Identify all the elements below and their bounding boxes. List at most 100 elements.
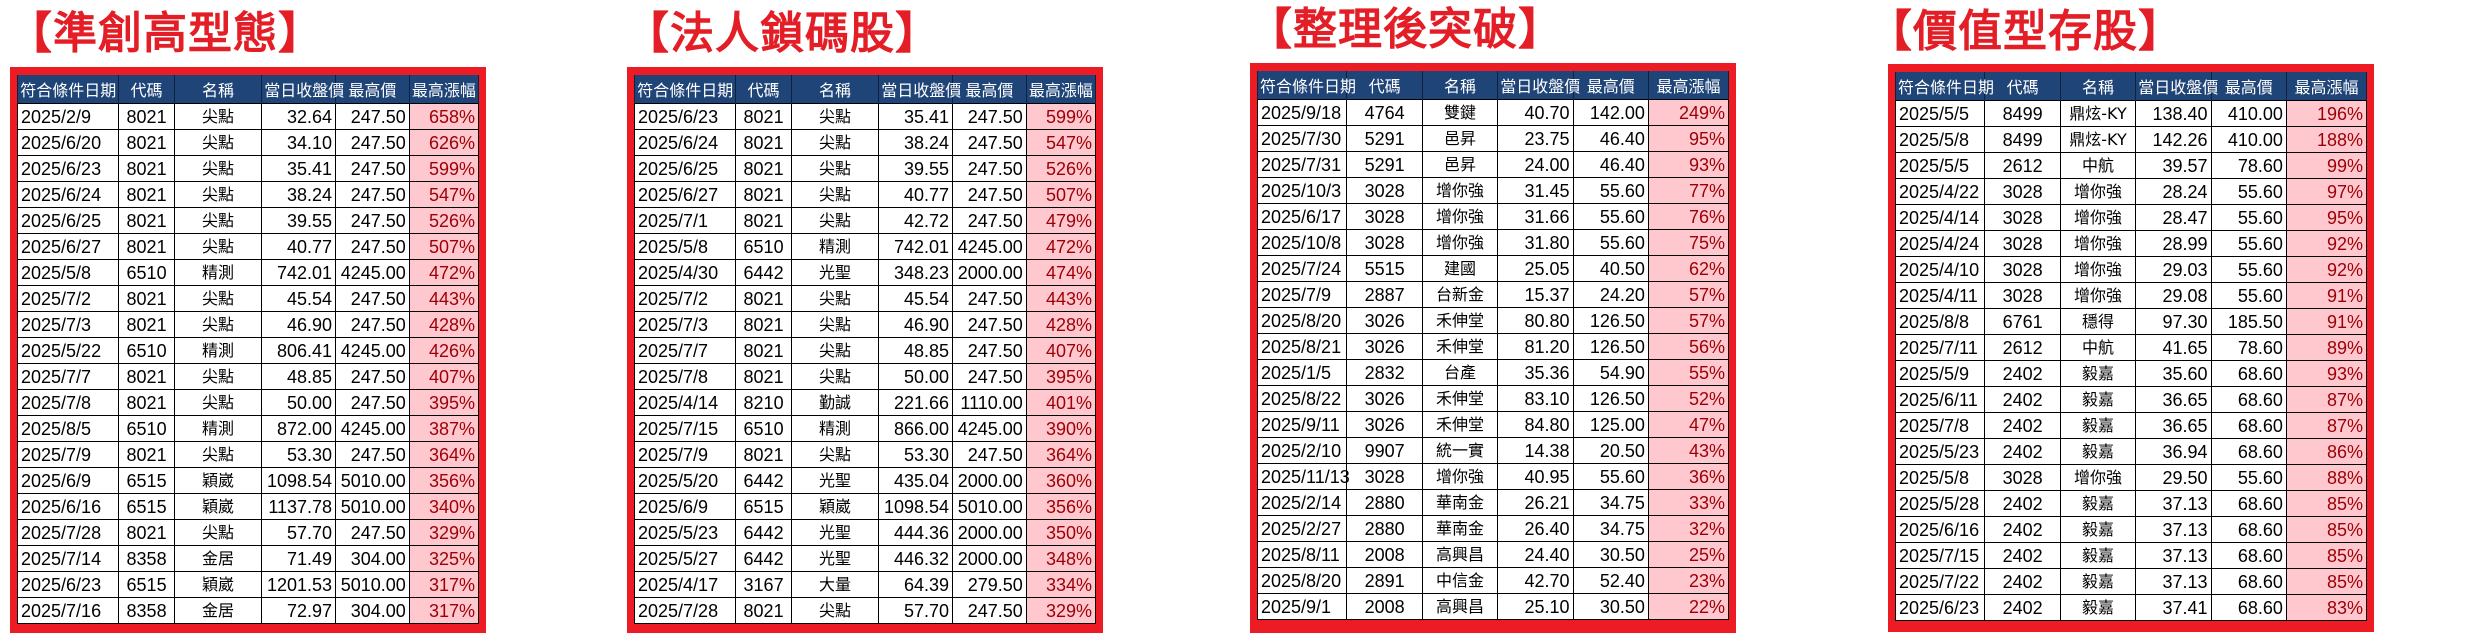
cell-high: 68.60 <box>2210 438 2287 465</box>
cell-name: 高興昌 <box>1421 593 1499 620</box>
cell-close: 872.00 <box>261 415 337 442</box>
cell-date: 2025/7/2 <box>633 285 737 312</box>
panel-title: 【準創高型態】 <box>8 8 323 59</box>
cell-date: 2025/4/17 <box>633 571 737 598</box>
cell-high: 78.60 <box>2210 334 2287 361</box>
cell-date: 2025/7/7 <box>16 363 120 390</box>
cell-high: 34.75 <box>1572 489 1649 516</box>
cell-close: 742.01 <box>261 259 337 286</box>
table-row: 2025/1/5 2832 台產 35.36 54.90 55% <box>1256 359 1730 386</box>
cell-name: 鼎炫-KY <box>2059 126 2137 153</box>
cell-high: 4245.00 <box>952 415 1027 442</box>
table-row: 2025/5/5 8499 鼎炫-KY 138.40 410.00 196% <box>1894 100 2368 127</box>
table-row: 2025/7/15 6510 精測 866.00 4245.00 390% <box>633 415 1097 442</box>
cell-name: 禾伸堂 <box>1421 333 1499 360</box>
cell-name: 增你強 <box>2059 178 2137 205</box>
cell-code: 3026 <box>1346 307 1423 334</box>
cell-code: 6442 <box>735 519 792 546</box>
table-frame: 符合條件日期 代碼 名稱 當日收盤價 最高價 最高漲幅 2025/5/5 8499 鼎炫-KY… <box>1888 64 2374 632</box>
table-row: 2025/10/8 3028 增你強 31.80 55.60 75% <box>1256 229 1730 256</box>
cell-code: 6761 <box>1984 308 2061 335</box>
cell-code: 8021 <box>118 181 175 208</box>
cell-date: 2025/6/9 <box>16 467 120 494</box>
table-header-row: 符合條件日期 代碼 名稱 當日收盤價 最高價 最高漲幅 <box>1256 71 1730 100</box>
cell-date: 2025/6/17 <box>1256 203 1348 230</box>
table-frame: 符合條件日期 代碼 名稱 當日收盤價 最高價 最高漲幅 2025/6/23 8021 尖點 35… <box>627 67 1103 633</box>
cell-pct: 626% <box>408 129 480 156</box>
cell-date: 2025/7/15 <box>633 415 737 442</box>
cell-code: 3026 <box>1346 411 1423 438</box>
table-row: 2025/7/9 8021 尖點 53.30 247.50 364% <box>16 441 480 468</box>
table-row: 2025/5/8 3028 增你強 29.50 55.60 88% <box>1894 464 2368 491</box>
cell-name: 增你強 <box>2059 204 2137 231</box>
cell-code: 3167 <box>735 571 792 598</box>
cell-close: 1137.78 <box>261 493 337 520</box>
cell-name: 精測 <box>790 415 880 442</box>
table-row: 2025/5/8 6510 精測 742.01 4245.00 472% <box>633 233 1097 260</box>
cell-date: 2025/7/8 <box>16 389 120 416</box>
cell-pct: 36% <box>1647 463 1730 490</box>
cell-pct: 87% <box>2285 386 2368 413</box>
cell-name: 光聖 <box>790 545 880 572</box>
table-row: 2025/6/23 8021 尖點 35.41 247.50 599% <box>16 155 480 182</box>
cell-high: 52.40 <box>1572 567 1649 594</box>
cell-name: 尖點 <box>790 129 880 156</box>
cell-close: 42.72 <box>878 207 954 234</box>
cell-name: 禾伸堂 <box>1421 307 1499 334</box>
cell-code: 2402 <box>1984 516 2061 543</box>
cell-close: 25.05 <box>1497 255 1574 282</box>
cell-pct: 507% <box>1025 181 1097 208</box>
cell-date: 2025/5/28 <box>1894 490 1986 517</box>
cell-name: 尖點 <box>173 363 263 390</box>
cell-pct: 547% <box>408 181 480 208</box>
cell-code: 6510 <box>118 259 175 286</box>
cell-pct: 57% <box>1647 281 1730 308</box>
cell-name: 增你強 <box>1421 463 1499 490</box>
cell-name: 統一實 <box>1421 437 1499 464</box>
cell-high: 5010.00 <box>335 493 410 520</box>
cell-code: 8021 <box>118 441 175 468</box>
cell-code: 6510 <box>735 415 792 442</box>
cell-close: 14.38 <box>1497 437 1574 464</box>
cell-name: 毅嘉 <box>2059 542 2137 569</box>
cell-close: 64.39 <box>878 571 954 598</box>
cell-code: 2402 <box>1984 438 2061 465</box>
table-row: 2025/8/21 3026 禾伸堂 81.20 126.50 56% <box>1256 333 1730 360</box>
table-row: 2025/5/9 2402 毅嘉 35.60 68.60 93% <box>1894 360 2368 387</box>
cell-name: 尖點 <box>173 389 263 416</box>
cell-date: 2025/7/7 <box>633 337 737 364</box>
cell-code: 3028 <box>1984 256 2061 283</box>
cell-code: 8499 <box>1984 100 2061 127</box>
cell-date: 2025/7/22 <box>1894 568 1986 595</box>
cell-date: 2025/8/11 <box>1256 541 1348 568</box>
cell-high: 68.60 <box>2210 412 2287 439</box>
cell-close: 35.41 <box>261 155 337 182</box>
cell-date: 2025/6/27 <box>16 233 120 260</box>
cell-close: 446.32 <box>878 545 954 572</box>
table-row: 2025/6/27 8021 尖點 40.77 247.50 507% <box>16 233 480 260</box>
cell-name: 穎崴 <box>173 571 263 598</box>
table-row: 2025/7/3 8021 尖點 46.90 247.50 428% <box>633 311 1097 338</box>
cell-date: 2025/6/20 <box>16 129 120 156</box>
cell-name: 毅嘉 <box>2059 412 2137 439</box>
cell-pct: 85% <box>2285 568 2368 595</box>
cell-date: 2025/8/22 <box>1256 385 1348 412</box>
cell-high: 5010.00 <box>952 493 1027 520</box>
cell-date: 2025/6/23 <box>1894 594 1986 621</box>
table-row: 2025/7/30 5291 邑昇 23.75 46.40 95% <box>1256 125 1730 152</box>
cell-pct: 360% <box>1025 467 1097 494</box>
cell-high: 55.60 <box>1572 463 1649 490</box>
cell-pct: 85% <box>2285 516 2368 543</box>
cell-date: 2025/4/10 <box>1894 256 1986 283</box>
cell-close: 45.54 <box>878 285 954 312</box>
cell-pct: 91% <box>2285 282 2368 309</box>
cell-close: 48.85 <box>878 337 954 364</box>
cell-date: 2025/1/5 <box>1256 359 1348 386</box>
cell-high: 126.50 <box>1572 307 1649 334</box>
cell-code: 8499 <box>1984 126 2061 153</box>
cell-name: 台新金 <box>1421 281 1499 308</box>
cell-date: 2025/5/9 <box>1894 360 1986 387</box>
cell-high: 185.50 <box>2210 308 2287 335</box>
column-header-high: 最高價 <box>952 75 1027 104</box>
cell-pct: 56% <box>1647 333 1730 360</box>
